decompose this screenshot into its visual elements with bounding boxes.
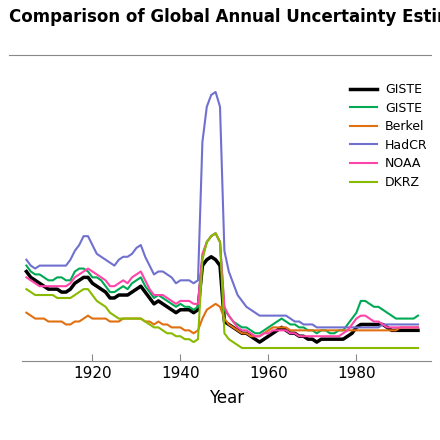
HadCR xyxy=(407,322,412,327)
DKRZ xyxy=(367,345,372,351)
HadCR xyxy=(213,89,218,95)
GISTE xyxy=(415,328,421,333)
Text: Comparison of Global Annual Uncertainty Estimat: Comparison of Global Annual Uncertainty … xyxy=(9,8,440,26)
GISTE xyxy=(407,316,412,321)
HadCR xyxy=(415,322,421,327)
GISTE xyxy=(77,266,82,271)
Berkel xyxy=(143,319,148,324)
Berkel xyxy=(358,328,363,333)
GISTE xyxy=(209,254,214,260)
NOAA xyxy=(415,325,421,330)
DKRZ xyxy=(213,231,218,236)
NOAA xyxy=(305,334,311,339)
DKRZ xyxy=(239,345,245,351)
Berkel xyxy=(77,319,82,324)
NOAA xyxy=(367,316,372,321)
NOAA xyxy=(358,313,363,318)
NOAA xyxy=(253,334,258,339)
Berkel xyxy=(367,328,372,333)
HadCR xyxy=(314,325,319,330)
GISTE xyxy=(358,322,363,327)
GISTE xyxy=(253,330,258,336)
X-axis label: Year: Year xyxy=(209,389,244,407)
GISTE xyxy=(407,328,412,333)
GISTE xyxy=(257,340,262,345)
Line: DKRZ: DKRZ xyxy=(26,233,418,348)
GISTE xyxy=(24,269,29,274)
DKRZ xyxy=(407,345,412,351)
Line: HadCR: HadCR xyxy=(26,92,418,327)
Legend: GISTE, GISTE, Berkel, HadCR, NOAA, DKRZ: GISTE, GISTE, Berkel, HadCR, NOAA, DKRZ xyxy=(350,83,427,189)
GISTE xyxy=(143,290,148,295)
HadCR xyxy=(301,322,306,327)
NOAA xyxy=(213,231,218,236)
HadCR xyxy=(143,254,148,260)
GISTE xyxy=(358,298,363,304)
NOAA xyxy=(24,275,29,280)
GISTE xyxy=(367,301,372,307)
DKRZ xyxy=(143,319,148,324)
DKRZ xyxy=(305,345,311,351)
DKRZ xyxy=(24,286,29,292)
GISTE xyxy=(24,263,29,268)
GISTE xyxy=(305,328,311,333)
GISTE xyxy=(305,337,311,342)
DKRZ xyxy=(358,345,363,351)
GISTE xyxy=(213,231,218,236)
HadCR xyxy=(358,325,363,330)
NOAA xyxy=(77,272,82,277)
HadCR xyxy=(24,257,29,262)
DKRZ xyxy=(415,345,421,351)
Line: NOAA: NOAA xyxy=(26,233,418,336)
Line: GISTE: GISTE xyxy=(26,233,418,333)
Berkel xyxy=(407,325,412,330)
DKRZ xyxy=(77,290,82,295)
GISTE xyxy=(415,313,421,318)
GISTE xyxy=(77,278,82,283)
HadCR xyxy=(367,325,372,330)
Berkel xyxy=(415,325,421,330)
Berkel xyxy=(305,328,311,333)
NOAA xyxy=(407,325,412,330)
GISTE xyxy=(143,283,148,289)
Line: Berkel: Berkel xyxy=(26,304,418,336)
Berkel xyxy=(248,334,253,339)
NOAA xyxy=(143,278,148,283)
HadCR xyxy=(77,242,82,248)
GISTE xyxy=(367,322,372,327)
Berkel xyxy=(213,301,218,307)
Line: GISTE: GISTE xyxy=(26,257,418,342)
Berkel xyxy=(24,310,29,315)
